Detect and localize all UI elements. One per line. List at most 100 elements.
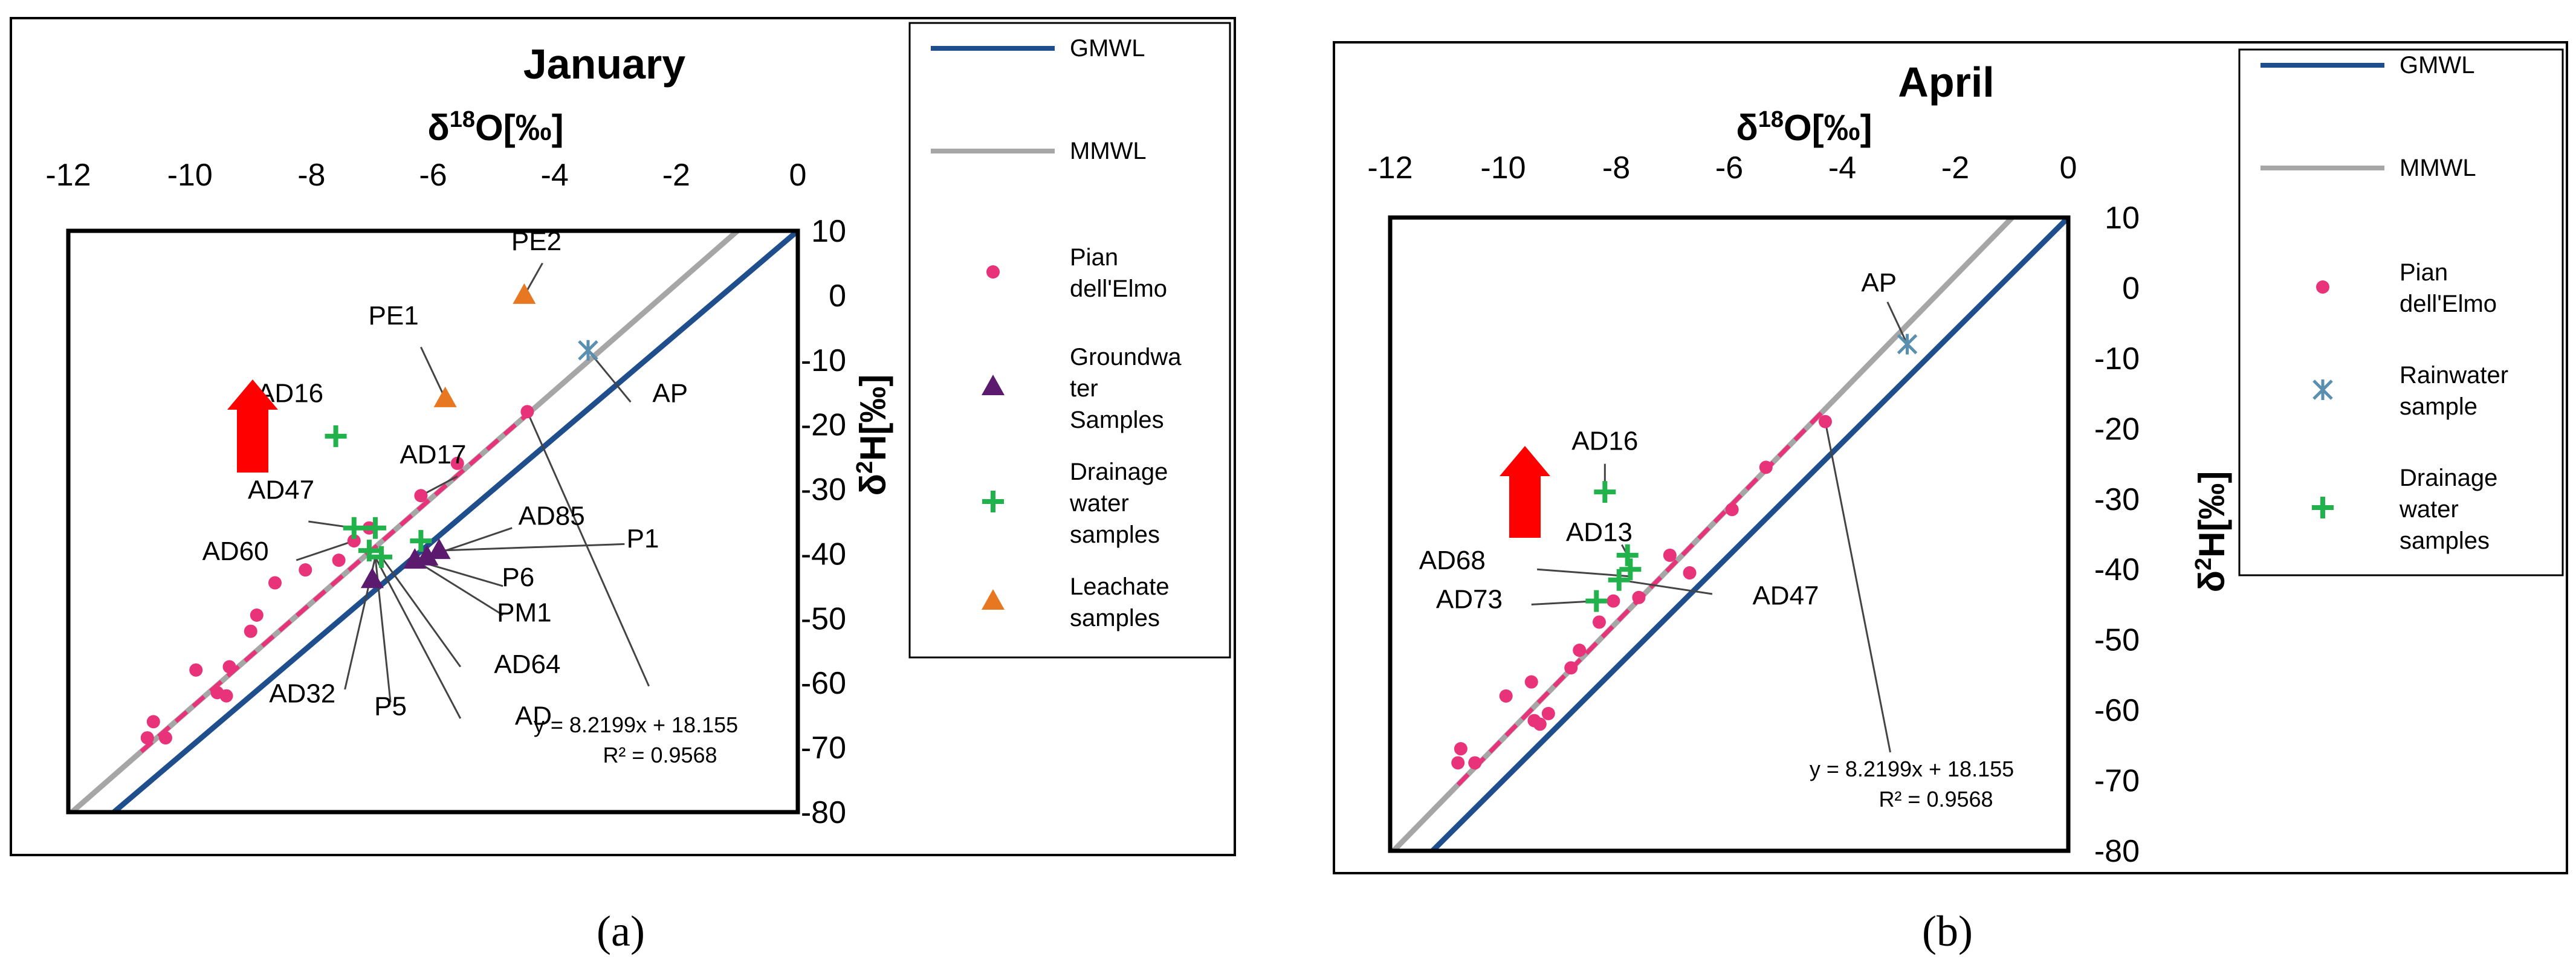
callout-leader-line (1886, 302, 1908, 345)
panel-a-plot: -12 -10 -8 -6 -4 -2 0100-10-20-30-40-50-60-70-… (45, 158, 893, 830)
y-tick-label: -50 (801, 601, 846, 636)
leachate-samples-point (513, 283, 536, 304)
y-axis-label-part: 2 (2191, 558, 2216, 570)
gmwl-line (1428, 218, 2068, 851)
panel-b-plot: -12 -10 -8 -6 -4 -2 0100-10-20-30-40-50-60-70-… (1367, 150, 2232, 869)
pian-dell-elmo-point (1564, 661, 1578, 675)
x-tick-label: -4 (541, 158, 569, 193)
pian-dell-elmo-point (268, 576, 282, 590)
legend-label-line: Drainage (2400, 465, 2497, 491)
panel-a-caption: (a) (597, 907, 645, 955)
legend-label-line: samples (2400, 528, 2490, 554)
y-axis-label-part: 2 (852, 461, 878, 474)
y-tick-label: -50 (2094, 623, 2140, 658)
legend-drainage-water-samples-label: Drainage water samples (2399, 465, 2497, 554)
pian-dell-elmo-point (520, 405, 534, 419)
pian-dell-elmo-point (250, 608, 264, 622)
pian-dell-elmo-point (1499, 689, 1513, 703)
plot-frame (66, 228, 800, 815)
panel-b-caption: (b) (1922, 907, 1973, 955)
pian-dell-elmo-point (1759, 460, 1773, 474)
callout-pe1: PE1 (369, 301, 419, 331)
callout-ap: AP (1861, 268, 1897, 297)
rainwater-sample-point (578, 340, 598, 361)
pian-dell-elmo-point (1683, 566, 1697, 580)
x-tick-label: -4 (1828, 150, 1856, 186)
y-tick-label: -80 (801, 795, 846, 830)
x-tick-label: -8 (1602, 150, 1630, 186)
pian-dell-elmo-point (1607, 594, 1620, 608)
drainage-water-samples-point (410, 530, 432, 552)
legend-pian-dell-elmo-label: Pian dell'Elmo (2400, 259, 2497, 317)
callout-ad13: AD13 (1566, 518, 1633, 547)
plot-area (68, 231, 798, 812)
plot-frame (1388, 215, 2071, 853)
y-tick-label: -30 (801, 473, 846, 508)
mmwl-line (68, 231, 742, 812)
rainwater-sample-point (1897, 334, 1918, 355)
callout-ad17: AD17 (400, 440, 466, 470)
x-tick-label: -6 (419, 158, 447, 193)
panel-a: January δ18O[‰] -12 -10 -8 -6 -4 -2 0100-10-20… (10, 17, 1236, 955)
legend-rainwater-sample-label: Rainwater sample (2400, 362, 2508, 420)
leachate-samples-point (433, 386, 457, 407)
panel-a-legend: GMWL MMWL Pian dell'Elmo Groundwa ter Sample… (908, 22, 1231, 659)
pian-dell-elmo-point (1573, 644, 1587, 657)
drainage-water-samples-point (1585, 590, 1608, 612)
y-tick-label: 10 (2105, 201, 2140, 236)
x-tick-label: -2 (1941, 150, 1969, 186)
callout-ad32: AD32 (269, 679, 335, 708)
drainage-water-samples-point (364, 517, 386, 539)
legend-gmwl-label: GMWL (1070, 35, 1145, 62)
callout-p1: P1 (627, 524, 659, 554)
pian-dell-elmo-point (1451, 756, 1465, 770)
legend-pian-dell-elmo-swatch (2316, 280, 2329, 294)
legend-rainwater-sample-swatch (2312, 379, 2333, 400)
pian-dell-elmo-point (1524, 675, 1538, 689)
pian-dell-elmo-point (222, 660, 236, 674)
panel-b: April δ18O[‰] -12 -10 -8 -6 -4 -2 0100-10-20-3… (1333, 41, 2568, 955)
drainage-water-samples-point (1616, 544, 1639, 566)
y-tick-label: -10 (801, 343, 846, 378)
pian-dell-elmo-point (1663, 548, 1677, 562)
pian-dell-elmo-point (1632, 590, 1646, 604)
x-tick-label: 0 (789, 158, 807, 193)
pian-dell-elmo-point (1541, 706, 1555, 720)
y-tick-label: -60 (801, 666, 846, 701)
callout-leader-line (380, 556, 461, 668)
legend-label-line: ter (1070, 375, 1098, 402)
callout-leader-line (439, 543, 625, 552)
red-up-arrow (227, 379, 278, 473)
trendline (140, 410, 532, 754)
legend-mmwl-label: MMWL (1070, 138, 1147, 164)
callout-ap: AP (652, 378, 688, 408)
y-axis-label-part: δ (2192, 570, 2232, 592)
trendline-r-squared: R² = 0.9568 (1879, 787, 1993, 812)
callout-ad60: AD60 (202, 537, 269, 566)
legend-pian-dell-elmo-swatch (986, 265, 1000, 279)
pian-dell-elmo-point (1454, 742, 1468, 756)
pian-dell-elmo-point (414, 489, 428, 503)
pian-dell-elmo-point (146, 715, 160, 729)
callout-ad16: AD16 (1571, 426, 1638, 456)
y-tick-label: -40 (801, 537, 846, 572)
legend-label-line: Pian (2400, 259, 2448, 286)
callout-leader-line (1619, 579, 1713, 595)
x-tick-label: -12 (45, 158, 91, 193)
pian-dell-elmo-point (1468, 756, 1482, 770)
pian-dell-elmo-point (158, 731, 172, 745)
trendline-r-squared: R² = 0.9568 (603, 743, 717, 767)
pian-dell-elmo-point (219, 689, 233, 703)
drainage-water-samples-point (371, 546, 393, 568)
legend-groundwater-samples-swatch (982, 375, 1005, 395)
y-tick-label: -30 (2094, 482, 2140, 517)
legend-drainage-water-samples-label: Drainage water samples (1069, 459, 1168, 548)
x-tick-label: -10 (1480, 150, 1526, 186)
pian-dell-elmo-point (189, 663, 203, 677)
y-axis-label: δ2H[‰] (2191, 471, 2232, 593)
callout-leader-line (414, 559, 503, 616)
callout-ad85: AD85 (519, 501, 585, 531)
callout-ad73: AD73 (1436, 584, 1503, 614)
legend-gmwl-label: GMWL (2400, 52, 2474, 79)
